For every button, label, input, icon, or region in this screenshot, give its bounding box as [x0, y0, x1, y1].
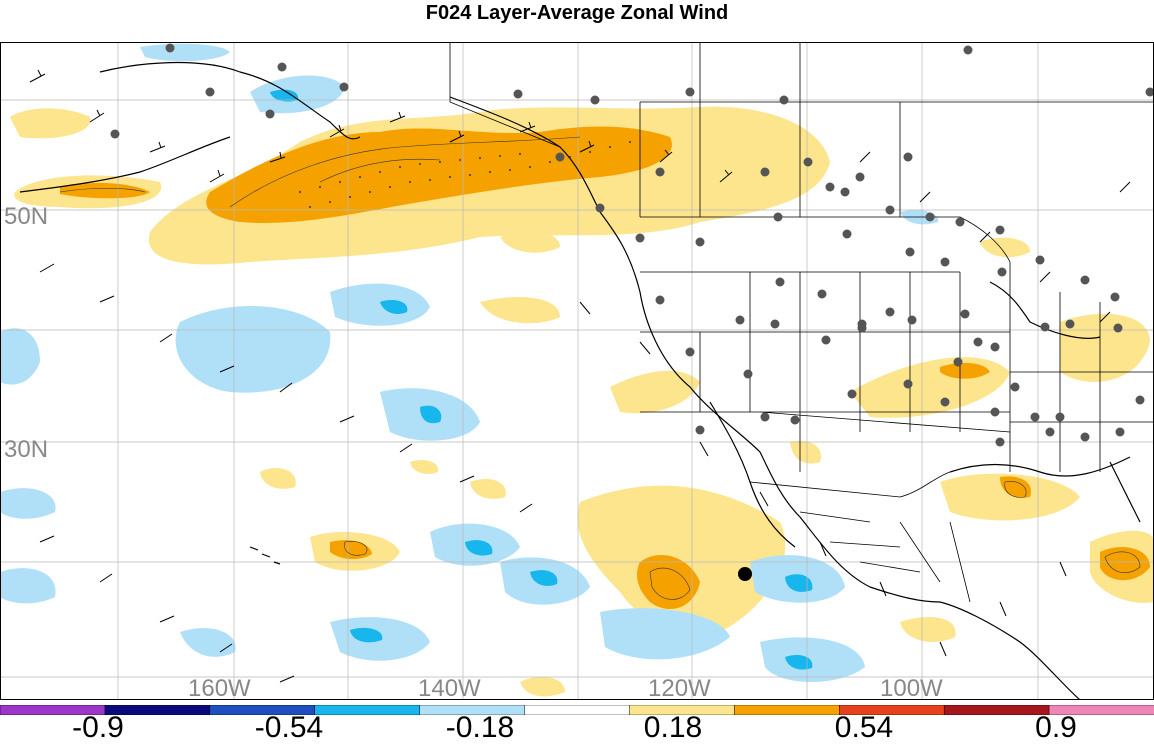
lat-label-30n: 30N: [4, 436, 48, 463]
lon-label-160w: 160W: [188, 675, 251, 700]
colorbar-tick-label: 0.54: [835, 712, 893, 743]
map-panel: 50N 30N 160W 140W 120W 100W: [0, 42, 1154, 700]
colorbar-tick-label: -0.9: [72, 712, 124, 743]
colorbar-labels: -0.9 -0.54 -0.18 0.18 0.54 0.9: [0, 712, 1154, 743]
chart-title: F024 Layer-Average Zonal Wind: [0, 0, 1154, 28]
colorbar-tick-label: -0.54: [255, 712, 323, 743]
lon-label-120w: 120W: [648, 675, 711, 700]
colorbar-tick-label: -0.18: [446, 712, 514, 743]
lon-label-140w: 140W: [418, 675, 481, 700]
lat-label-50n: 50N: [4, 203, 48, 230]
colorbar-tick-label: 0.18: [644, 712, 702, 743]
lon-label-100w: 100W: [880, 675, 943, 700]
highlight-station-marker: [738, 567, 752, 581]
colorbar-tick-label: 0.9: [1035, 712, 1077, 743]
